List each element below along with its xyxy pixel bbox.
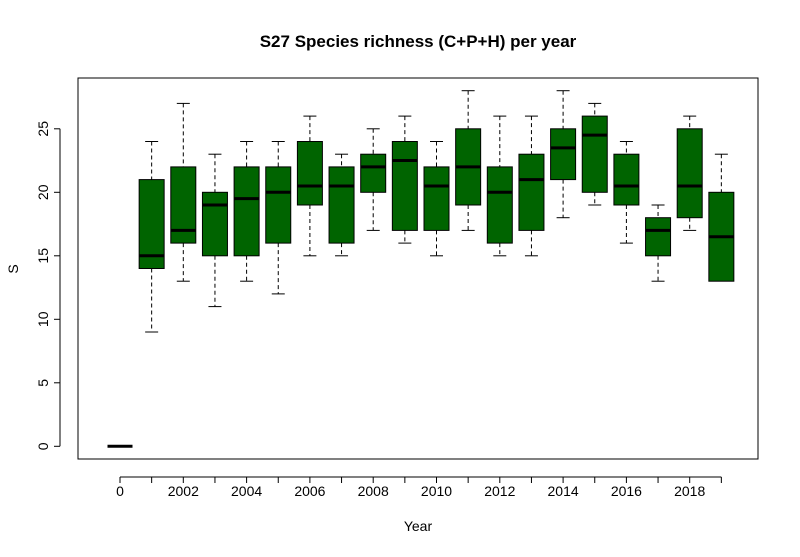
box-2008 xyxy=(360,128,387,231)
box-2015 xyxy=(581,102,608,206)
box-iqr xyxy=(328,166,355,244)
box-2007 xyxy=(328,153,355,257)
box-2019 xyxy=(708,153,735,282)
box-2001 xyxy=(138,141,165,333)
box-iqr xyxy=(550,128,577,181)
x-tick-label: 2006 xyxy=(294,483,325,499)
box-iqr xyxy=(486,166,513,244)
x-tick-label: 2016 xyxy=(611,483,642,499)
box-2010 xyxy=(423,141,450,257)
box-iqr xyxy=(645,217,672,257)
x-tick-label: 2004 xyxy=(231,483,262,499)
box-iqr xyxy=(233,166,260,257)
box-2016 xyxy=(613,141,640,244)
x-tick-label: 2010 xyxy=(421,483,452,499)
y-tick-label: 0 xyxy=(35,442,51,450)
box-2018 xyxy=(676,115,703,231)
x-tick-label: 2012 xyxy=(484,483,515,499)
box-2006 xyxy=(296,115,323,257)
x-tick-label: 2014 xyxy=(548,483,579,499)
x-tick-label: 2008 xyxy=(358,483,389,499)
box-2011 xyxy=(455,90,482,231)
box-2003 xyxy=(201,153,228,308)
box-2017 xyxy=(645,204,672,282)
y-tick-label: 20 xyxy=(35,184,51,200)
box-iqr xyxy=(360,153,387,193)
box-iqr xyxy=(138,179,165,270)
box-iqr xyxy=(391,141,418,231)
box-2004 xyxy=(233,141,260,282)
box-2012 xyxy=(486,115,513,257)
y-tick-label: 5 xyxy=(35,379,51,387)
x-tick-label: 2018 xyxy=(674,483,705,499)
box-iqr xyxy=(581,115,608,193)
box-iqr xyxy=(518,153,545,231)
y-axis: 0 5 10 15 20 25 xyxy=(35,121,61,450)
y-tick-label: 25 xyxy=(35,121,51,137)
x-tick-label: 2002 xyxy=(168,483,199,499)
box-iqr xyxy=(265,166,292,244)
x-tick-label: 0 xyxy=(116,483,124,499)
x-axis: 0 2002 2004 2006 2008 2010 2012 2014 2016 2018 xyxy=(116,476,722,499)
box-iqr xyxy=(613,153,640,206)
box-2014 xyxy=(550,90,577,219)
y-tick-label: 10 xyxy=(35,311,51,327)
box-2009 xyxy=(391,115,418,244)
box-2002 xyxy=(170,102,197,282)
box-iqr xyxy=(423,166,450,231)
box-2013 xyxy=(518,115,545,257)
y-tick-label: 15 xyxy=(35,248,51,264)
x-axis-label: Year xyxy=(404,518,433,534)
box-iqr xyxy=(676,128,703,219)
box-iqr xyxy=(296,141,323,206)
y-axis-label: S xyxy=(5,264,21,273)
boxes-group xyxy=(107,90,735,448)
box-2005 xyxy=(265,141,292,295)
plot-frame xyxy=(77,77,759,460)
chart-title: S27 Species richness (C+P+H) per year xyxy=(260,32,577,51)
box-iqr xyxy=(201,191,228,257)
